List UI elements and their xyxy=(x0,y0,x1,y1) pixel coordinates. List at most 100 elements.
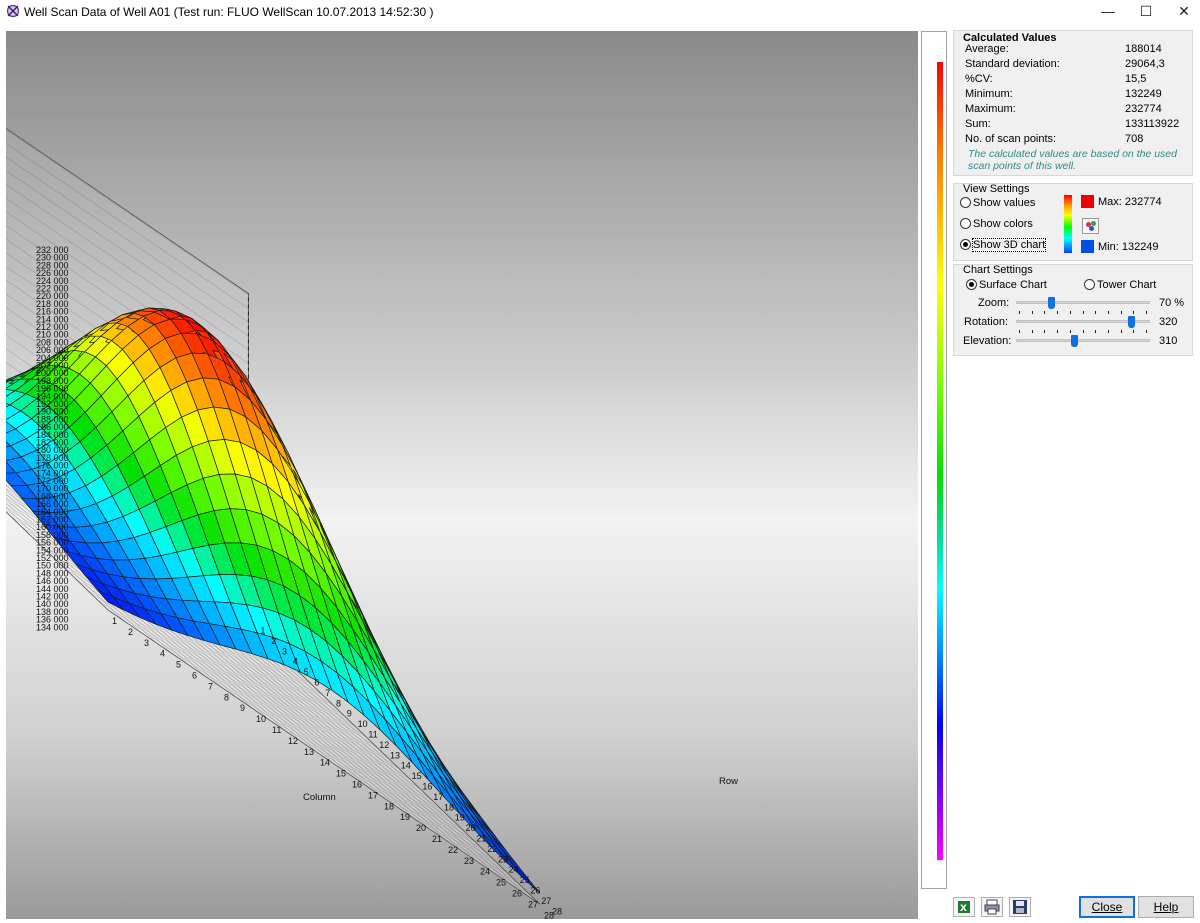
stat-row: Standard deviation: 29064,3 xyxy=(965,58,1180,72)
stat-value: 29064,3 xyxy=(1125,58,1165,70)
column-tick-label: 22 xyxy=(448,845,458,855)
column-tick-label: 26 xyxy=(512,889,522,899)
slider-tick xyxy=(1107,311,1109,314)
z-tick-label: 192 000 xyxy=(36,399,69,409)
calculated-values-note: The calculated values are based on the u… xyxy=(968,148,1177,172)
radio-surface-chart[interactable]: Surface Chart xyxy=(966,279,1047,295)
color-palette-icon[interactable] xyxy=(1082,218,1099,234)
radio-show-values[interactable]: Show values xyxy=(960,197,1035,213)
radio-icon[interactable] xyxy=(960,218,971,229)
row-tick-label: 8 xyxy=(336,698,341,708)
column-tick-label: 18 xyxy=(384,801,394,811)
z-tick-label: 168 000 xyxy=(36,491,69,501)
z-tick-label: 178 000 xyxy=(36,453,69,463)
slider-tick xyxy=(1120,311,1122,314)
row-tick-label: 18 xyxy=(444,802,454,812)
column-tick-label: 15 xyxy=(336,769,346,779)
print-icon[interactable] xyxy=(981,897,1003,917)
radio-icon[interactable] xyxy=(960,239,971,250)
radio-icon[interactable] xyxy=(960,197,971,208)
z-tick-label: 188 000 xyxy=(36,414,69,424)
slider-tick xyxy=(1120,330,1122,333)
z-tick-label: 202 000 xyxy=(36,361,69,371)
column-tick-label: 27 xyxy=(528,899,538,909)
row-tick-label: 12 xyxy=(379,740,389,750)
stat-row: Average: 188014 xyxy=(965,43,1180,57)
elevation-value: 310 xyxy=(1159,335,1178,347)
floor-grid-line xyxy=(75,578,508,874)
calculated-values-panel: Calculated Values Average: 188014 Standa… xyxy=(953,30,1193,176)
z-tick-label: 162 000 xyxy=(36,515,69,525)
stat-label: Minimum: xyxy=(965,88,1013,100)
surface-chart[interactable]: 232 000 230 000 228 000 226 000 224 000 222 0… xyxy=(6,31,918,919)
radio-show-colors[interactable]: Show colors xyxy=(960,218,1033,234)
row-tick-label: 3 xyxy=(282,646,287,656)
close-window-button[interactable]: ✕ xyxy=(1178,3,1190,19)
help-button[interactable]: Help xyxy=(1138,896,1194,918)
slider-tick xyxy=(1044,330,1046,333)
column-tick-label: 13 xyxy=(304,747,314,757)
z-tick-label: 230 000 xyxy=(36,253,69,263)
stat-value: 133113922 xyxy=(1125,118,1180,130)
save-icon[interactable] xyxy=(1009,897,1031,917)
floor-grid-line xyxy=(6,502,141,633)
row-tick-label: 5 xyxy=(304,667,309,677)
z-tick-label: 186 000 xyxy=(36,422,69,432)
window-title: Well Scan Data of Well A01 (Test run: FL… xyxy=(24,5,434,19)
column-tick-label: 14 xyxy=(320,758,330,768)
minimize-button[interactable]: — xyxy=(1101,3,1115,19)
z-tick-label: 204 000 xyxy=(36,353,69,363)
surface-cell xyxy=(6,402,11,408)
zoom-value: 70 % xyxy=(1159,297,1185,309)
floor-grid-line xyxy=(6,511,109,611)
column-tick-label: 19 xyxy=(400,812,410,822)
row-tick-label: 20 xyxy=(466,823,476,833)
radio-label: Show colors xyxy=(973,218,1033,230)
elevation-label: Elevation: xyxy=(963,335,1012,347)
z-tick-label: 180 000 xyxy=(36,445,69,455)
min-color-swatch[interactable] xyxy=(1081,240,1094,253)
z-tick-label: 228 000 xyxy=(36,260,69,270)
column-tick-label: 11 xyxy=(272,725,281,735)
radio-show-3d-chart[interactable]: Show 3D chart xyxy=(960,238,1047,255)
stat-value: 132249 xyxy=(1125,88,1162,100)
rotation-slider-thumb[interactable] xyxy=(1128,316,1136,328)
max-color-swatch[interactable] xyxy=(1081,195,1094,208)
row-tick-label: 21 xyxy=(476,834,486,844)
z-tick-label: 138 000 xyxy=(36,607,69,617)
z-tick-label: 190 000 xyxy=(36,407,69,417)
excel-export-icon[interactable]: X xyxy=(953,897,975,917)
stat-label: Maximum: xyxy=(965,103,1016,115)
column-tick-label: 28 xyxy=(544,910,554,919)
z-tick-label: 226 000 xyxy=(36,268,69,278)
column-tick-label: 24 xyxy=(480,867,490,877)
column-tick-label: 21 xyxy=(432,834,442,844)
slider-tick xyxy=(1095,311,1097,314)
maximize-button[interactable]: ☐ xyxy=(1139,3,1153,19)
z-tick-label: 158 000 xyxy=(36,530,69,540)
row-tick-label: 6 xyxy=(314,678,319,688)
z-tick-label: 144 000 xyxy=(36,584,69,594)
radio-tower-chart[interactable]: Tower Chart xyxy=(1084,279,1156,295)
column-tick-label: 6 xyxy=(192,671,197,681)
calculated-values-title: Calculated Values xyxy=(963,32,1057,44)
column-tick-label: 20 xyxy=(416,823,426,833)
zoom-slider[interactable] xyxy=(1016,301,1150,304)
radio-icon[interactable] xyxy=(966,279,977,290)
rotation-slider[interactable] xyxy=(1016,320,1150,323)
slider-tick xyxy=(1057,311,1059,314)
close-button-label: Close xyxy=(1091,900,1123,914)
close-button[interactable]: Close xyxy=(1079,896,1135,918)
rotation-slider-ticks xyxy=(1019,330,1147,333)
slider-tick xyxy=(1095,330,1097,333)
column-tick-label: 10 xyxy=(256,714,266,724)
row-tick-label: 2 xyxy=(271,636,276,646)
elevation-slider-thumb[interactable] xyxy=(1071,335,1079,347)
z-tick-label: 140 000 xyxy=(36,599,69,609)
stat-row: %CV: 15,5 xyxy=(965,73,1180,87)
elevation-slider[interactable] xyxy=(1016,339,1150,342)
stat-value: 232774 xyxy=(1125,103,1162,115)
zoom-slider-thumb[interactable] xyxy=(1047,297,1055,309)
radio-icon[interactable] xyxy=(1084,279,1095,290)
